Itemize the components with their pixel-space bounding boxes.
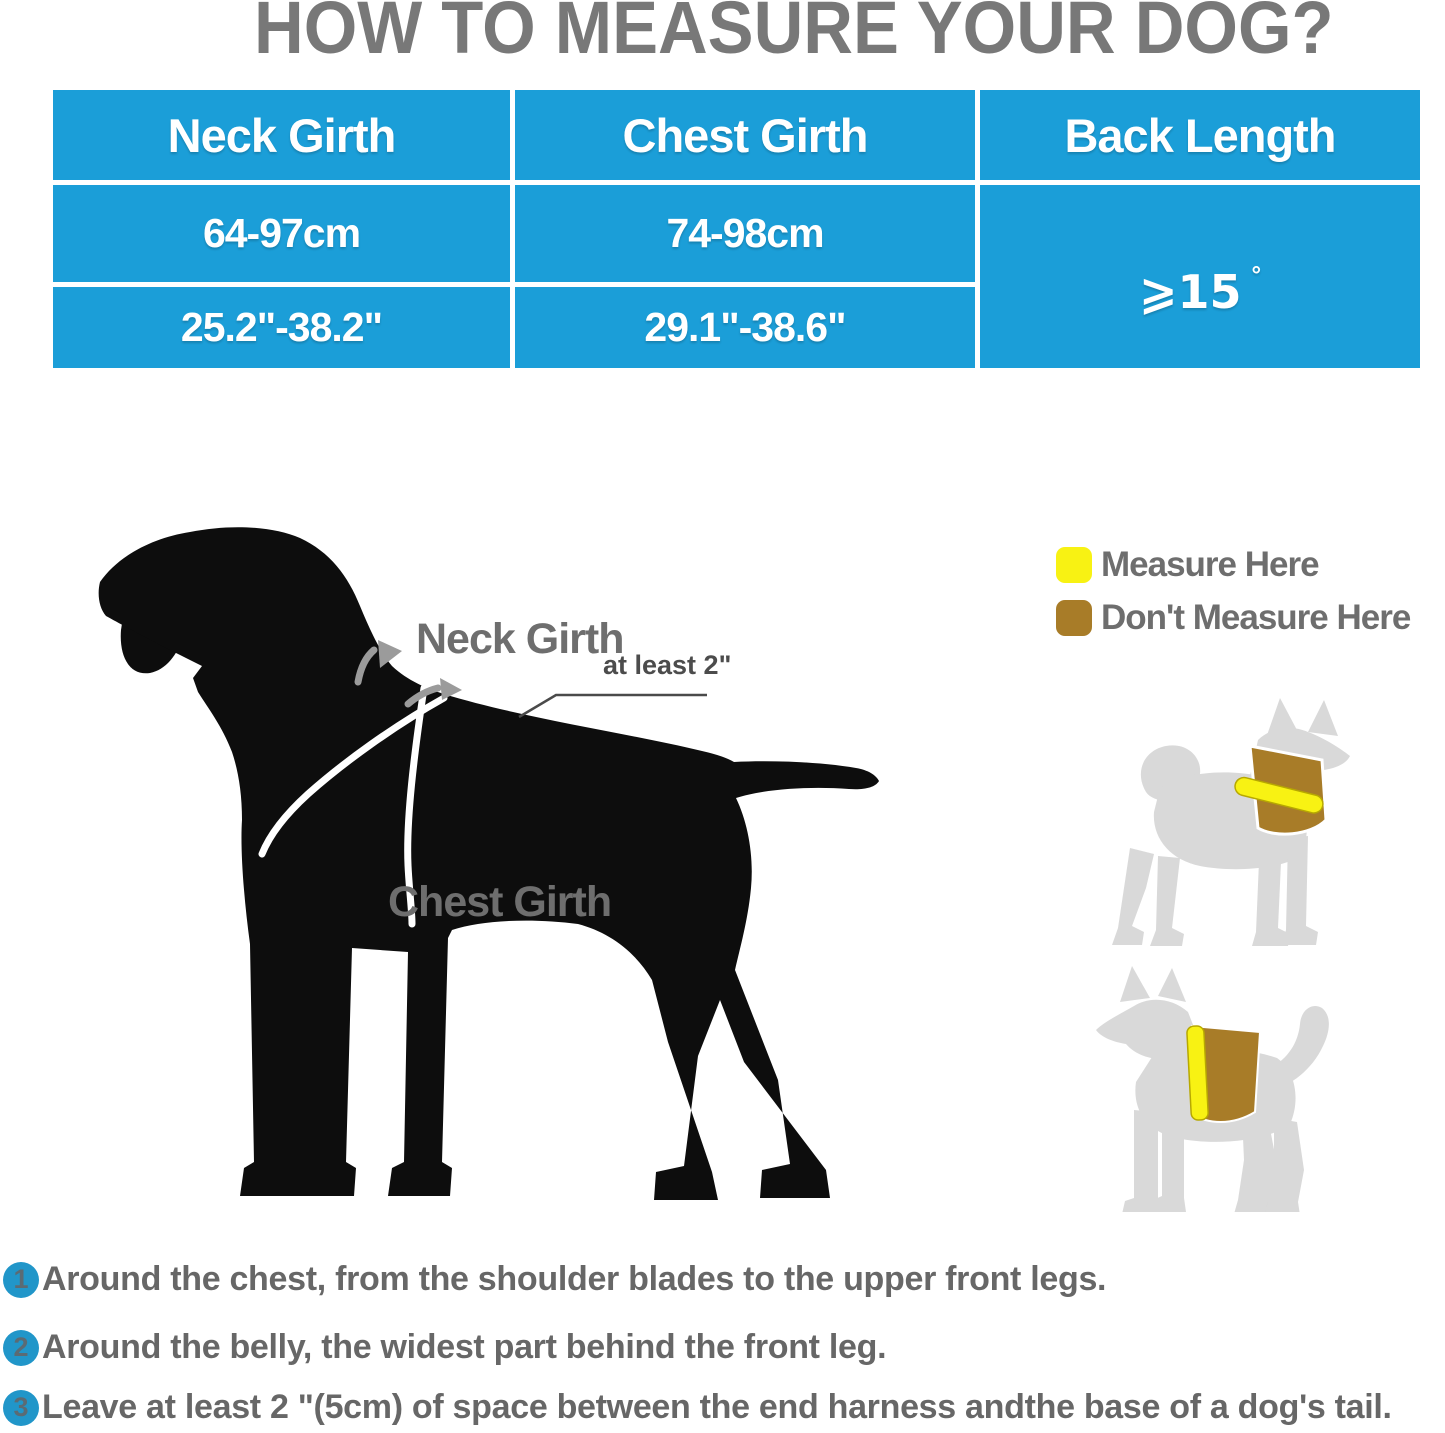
legend-row-dont-measure: Don't Measure Here (1056, 598, 1411, 638)
dont-measure-here-label: Don't Measure Here (1101, 598, 1411, 637)
harness-chest-strap (404, 684, 428, 928)
measure-arrow-icon (354, 646, 378, 686)
harness-neck-strap (258, 694, 448, 858)
dog-measuring-diagram (98, 527, 879, 1200)
small-dog-leg (1112, 848, 1154, 945)
instruction-text: Leave at least 2 "(5cm) of space between… (42, 1388, 1392, 1426)
measure-here-swatch (1056, 547, 1092, 583)
size-table: Neck Girth Chest Girth Back Length 64-97… (53, 90, 1420, 368)
small-dog-leg (1234, 1115, 1276, 1212)
small-dog-leg (1150, 856, 1184, 946)
instruction-item: 2 Around the belly, the widest part behi… (3, 1328, 887, 1367)
small-dog-leg (1282, 836, 1318, 945)
step-number-badge: 3 (3, 1389, 39, 1426)
step-number-badge: 1 (3, 1261, 39, 1298)
dont-measure-here-swatch (1056, 600, 1092, 636)
page-title: HOW TO MEASURE YOUR DOG? (254, 0, 1334, 69)
back-length-value: ⩾15 (1138, 264, 1242, 319)
neck-band-measure (1234, 776, 1324, 814)
degree-symbol: ° (1251, 261, 1262, 289)
measure-arrowhead-icon (440, 678, 462, 700)
instruction-text: Around the belly, the widest part behind… (42, 1328, 887, 1366)
instruction-text: Around the chest, from the shoulder blad… (42, 1260, 1107, 1298)
measure-here-label: Measure Here (1101, 545, 1320, 584)
clearance-leader-line (518, 693, 707, 719)
instruction-item: 3 Leave at least 2 "(5cm) of space betwe… (3, 1388, 1392, 1427)
measure-arrow-icon (404, 684, 442, 708)
small-dog-head (1096, 999, 1202, 1060)
small-dog-ear (1158, 968, 1186, 1002)
small-dog-leg (1252, 838, 1290, 946)
small-dog-leg (1264, 1118, 1304, 1212)
measure-arrowhead-icon (378, 640, 402, 668)
clearance-note: at least 2" (603, 650, 732, 680)
table-header-back-length: Back Length (980, 90, 1420, 180)
neck-girth-in-cell: 25.2"-38.2" (53, 287, 510, 368)
instruction-item: 1 Around the chest, from the shoulder bl… (3, 1260, 1107, 1299)
legend: Measure Here Don't Measure Here (1056, 545, 1411, 651)
small-dog-leg (1150, 1112, 1186, 1212)
chest-girth-in-cell: 29.1"-38.6" (515, 287, 975, 368)
small-dog-neck-example (1112, 698, 1350, 946)
step-number-badge: 2 (3, 1329, 39, 1366)
small-dog-ear (1266, 698, 1298, 738)
small-dog-belly-example (1096, 966, 1329, 1212)
small-dog-ear (1120, 966, 1150, 1002)
small-dog-leg (1122, 1110, 1160, 1212)
neck-girth-label: Neck Girth (416, 615, 624, 663)
neck-girth-cm-cell: 64-97cm (53, 185, 510, 282)
legend-row-measure: Measure Here (1056, 545, 1410, 585)
table-header-neck-girth: Neck Girth (53, 90, 510, 180)
belly-band-measure-stripe (1186, 1025, 1209, 1121)
back-length-cell: ⩾15 ° (980, 185, 1420, 368)
dog-silhouette (98, 527, 879, 1200)
table-header-chest-girth: Chest Girth (515, 90, 975, 180)
chest-girth-label: Chest Girth (388, 878, 612, 926)
small-dog-ear (1308, 700, 1338, 736)
chest-girth-cm-cell: 74-98cm (515, 185, 975, 282)
